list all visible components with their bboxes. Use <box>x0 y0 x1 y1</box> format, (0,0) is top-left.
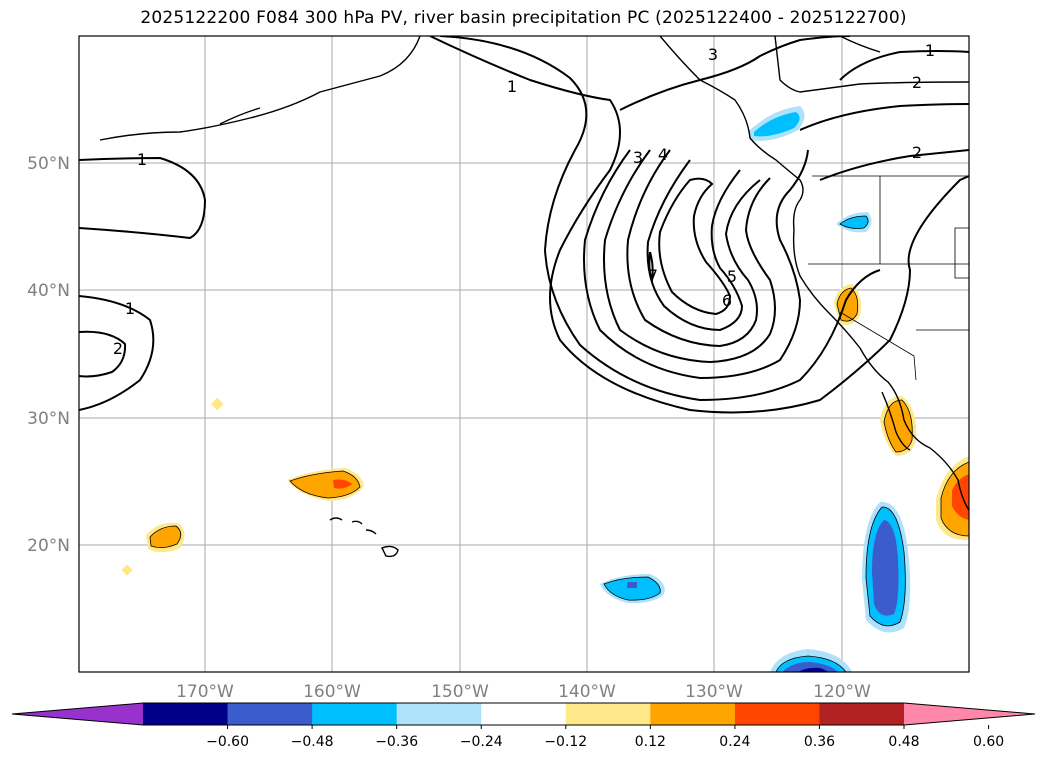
colorbar-tick-label: −0.12 <box>544 734 587 750</box>
colorbar-extend-low <box>12 703 143 725</box>
colorbar-bin <box>227 703 313 725</box>
colorbar-bin <box>312 703 398 725</box>
colorbar-bin <box>734 703 820 725</box>
pv-label: 3 <box>708 45 718 64</box>
pv-label: 2 <box>912 73 922 92</box>
colorbar-outline <box>11 702 1036 726</box>
map-title: 2025122200 F084 300 hPa PV, river basin … <box>140 8 907 28</box>
lon-label: 160°W <box>303 682 361 702</box>
pv-label: 1 <box>925 41 935 60</box>
borders <box>808 175 969 381</box>
precip-anomaly-fills <box>121 106 969 672</box>
pv-label: 6 <box>722 291 732 310</box>
colorbar-tick-label: −0.48 <box>291 734 334 750</box>
map-frame <box>78 35 970 673</box>
pv-label: 2 <box>912 143 922 162</box>
pv-label: 1 <box>507 77 517 96</box>
lon-label: 140°W <box>558 682 616 702</box>
coastlines <box>99 36 969 511</box>
colorbar-tick-label: 0.60 <box>973 734 1004 750</box>
lat-label: 40°N <box>27 281 70 301</box>
latitude-labels: 50°N 40°N 30°N 20°N <box>27 154 70 556</box>
colorbar-tick-label: 0.24 <box>719 734 750 750</box>
colorbar-bin <box>143 703 229 725</box>
colorbar-bin <box>481 703 567 725</box>
pv-contours <box>79 36 969 414</box>
pv-contour-labels: 1 1 1 1 2 2 2 3 3 4 5 6 7 <box>113 41 935 358</box>
colorbar-bin <box>396 703 482 725</box>
pv-label: 4 <box>658 145 668 164</box>
colorbar-tick-label: 0.12 <box>635 734 666 750</box>
colorbar-bin <box>819 703 905 725</box>
pv-label: 7 <box>648 266 658 285</box>
colorbar-tick-label: −0.60 <box>206 734 249 750</box>
lon-label: 150°W <box>431 682 489 702</box>
lon-label: 120°W <box>813 682 871 702</box>
pv-label: 5 <box>727 267 737 286</box>
pv-label: 3 <box>633 148 643 167</box>
colorbar-tick-label: 0.48 <box>888 734 919 750</box>
lon-label: 170°W <box>176 682 234 702</box>
lat-label: 30°N <box>27 409 70 429</box>
colorbar-tick-label: 0.36 <box>804 734 835 750</box>
lat-label: 50°N <box>27 154 70 174</box>
hawaii-islands <box>329 517 399 558</box>
colorbar: −0.60 −0.48 −0.36 −0.24 −0.12 0.12 0.24 0.36 0.4… <box>11 702 1036 750</box>
longitude-labels: 170°W 160°W 150°W 140°W 130°W 120°W <box>176 682 871 702</box>
lon-label: 130°W <box>685 682 743 702</box>
pv-label: 1 <box>137 150 147 169</box>
colorbar-bin <box>565 703 651 725</box>
colorbar-bin <box>650 703 736 725</box>
colorbar-tick-label: −0.24 <box>460 734 503 750</box>
map-panel <box>79 36 969 672</box>
pv-label: 1 <box>125 299 135 318</box>
lat-label: 20°N <box>27 536 70 556</box>
pv-label: 2 <box>113 339 123 358</box>
graticule <box>79 36 969 672</box>
colorbar-extend-high <box>904 703 1035 725</box>
colorbar-tick-label: −0.36 <box>375 734 418 750</box>
